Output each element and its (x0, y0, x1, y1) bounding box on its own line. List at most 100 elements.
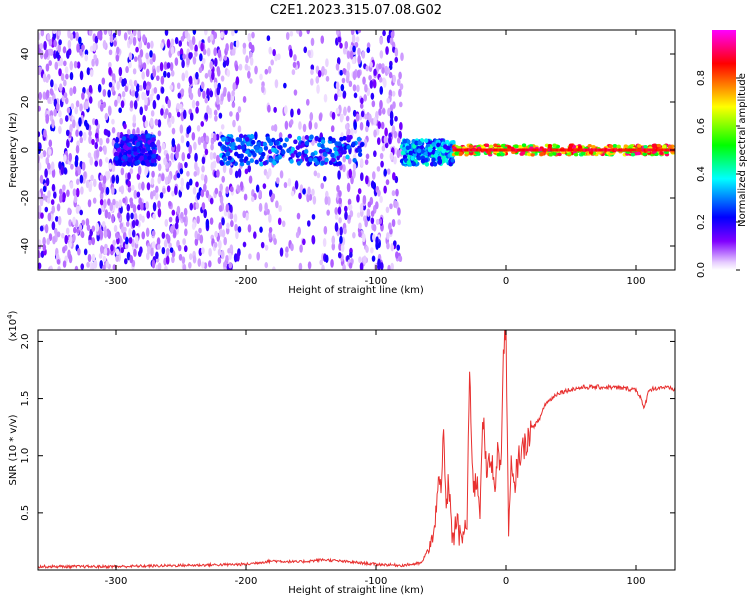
noise-cell (120, 100, 125, 109)
band-cell (552, 143, 557, 148)
noise-cell (291, 69, 296, 76)
noise-cell (111, 164, 116, 173)
noise-cell (352, 84, 357, 92)
noise-cell (394, 115, 398, 122)
noise-cell (380, 262, 384, 270)
noise-cell (67, 207, 71, 216)
band-cell (152, 149, 157, 154)
band-cell (258, 148, 264, 153)
band-cell (244, 136, 250, 142)
noise-cell (137, 30, 141, 39)
band-cell (500, 143, 506, 148)
noise-cell (75, 187, 80, 198)
noise-cell (176, 82, 181, 90)
noise-cell (107, 198, 111, 206)
noise-cell (238, 63, 243, 71)
noise-cell (189, 202, 194, 211)
noise-cell (70, 102, 75, 110)
noise-cell (390, 31, 395, 38)
noise-cell (163, 239, 168, 248)
noise-cell (220, 75, 225, 82)
noise-cell (228, 252, 232, 261)
noise-cell (388, 71, 393, 79)
noise-cell (129, 255, 134, 264)
noise-cell (157, 262, 162, 270)
noise-cell (290, 190, 295, 197)
noise-cell (75, 178, 80, 186)
noise-cell (283, 181, 288, 189)
noise-cell (149, 50, 153, 58)
noise-cell (206, 47, 211, 57)
noise-cell (170, 46, 175, 55)
noise-cell (69, 123, 73, 133)
noise-cell (234, 64, 239, 72)
noise-cell (174, 36, 179, 45)
noise-cell (370, 217, 375, 225)
y-tick-label: 40 (20, 48, 31, 61)
noise-cell (39, 225, 44, 232)
noise-cell (85, 123, 90, 131)
band-cell (268, 157, 273, 163)
band-cell (151, 153, 157, 159)
noise-cell (181, 59, 185, 69)
noise-cell (122, 197, 126, 204)
noise-cell (293, 54, 297, 62)
noise-cell (348, 262, 353, 269)
noise-cell (149, 191, 154, 200)
noise-cell (353, 120, 357, 131)
band-cell (431, 157, 436, 163)
noise-cell (63, 60, 67, 67)
noise-cell (49, 265, 53, 270)
noise-cell (99, 174, 104, 181)
noise-cell (186, 153, 191, 160)
noise-cell (118, 66, 123, 77)
noise-cell (57, 265, 61, 270)
band-cell (580, 151, 586, 156)
noise-cell (337, 206, 342, 215)
noise-cell (242, 42, 247, 49)
noise-cell (166, 71, 171, 79)
band-cell (356, 136, 362, 142)
band-cell (300, 142, 306, 148)
band-cell (278, 145, 283, 150)
noise-cell (256, 251, 260, 261)
x-tick-label: -100 (365, 276, 388, 287)
noise-cell (347, 198, 352, 206)
noise-cell (174, 222, 179, 230)
noise-cell (149, 58, 154, 65)
noise-cell (137, 204, 141, 211)
noise-cell (225, 186, 229, 195)
band-cell (120, 148, 125, 154)
noise-cell (98, 158, 103, 167)
band-cell (331, 138, 336, 144)
noise-cell (209, 33, 214, 42)
noise-cell (338, 197, 342, 205)
x-tick-label: 100 (626, 276, 645, 287)
noise-cell (396, 78, 401, 87)
snr-frame (37, 329, 676, 571)
noise-cell (139, 246, 143, 255)
noise-cell (366, 208, 371, 217)
noise-cell (377, 121, 382, 129)
noise-cell (141, 181, 145, 191)
noise-cell (155, 75, 160, 81)
band-cell (230, 145, 235, 151)
noise-cell (223, 236, 227, 246)
noise-cell (175, 215, 180, 224)
band-cell (225, 151, 231, 156)
noise-cell (52, 31, 57, 41)
noise-cell (219, 228, 223, 237)
noise-cell (338, 90, 342, 98)
noise-cell (192, 186, 197, 195)
band-cell (267, 138, 272, 144)
noise-cell (184, 70, 189, 79)
noise-cell (45, 76, 49, 83)
noise-cell (58, 194, 63, 203)
y-tick-label: 2.0 (20, 333, 31, 349)
noise-cell (324, 196, 329, 205)
noise-cell (108, 61, 112, 69)
noise-cell (207, 69, 212, 78)
noise-cell (214, 230, 218, 238)
noise-cell (302, 238, 306, 246)
noise-cell (197, 258, 202, 267)
